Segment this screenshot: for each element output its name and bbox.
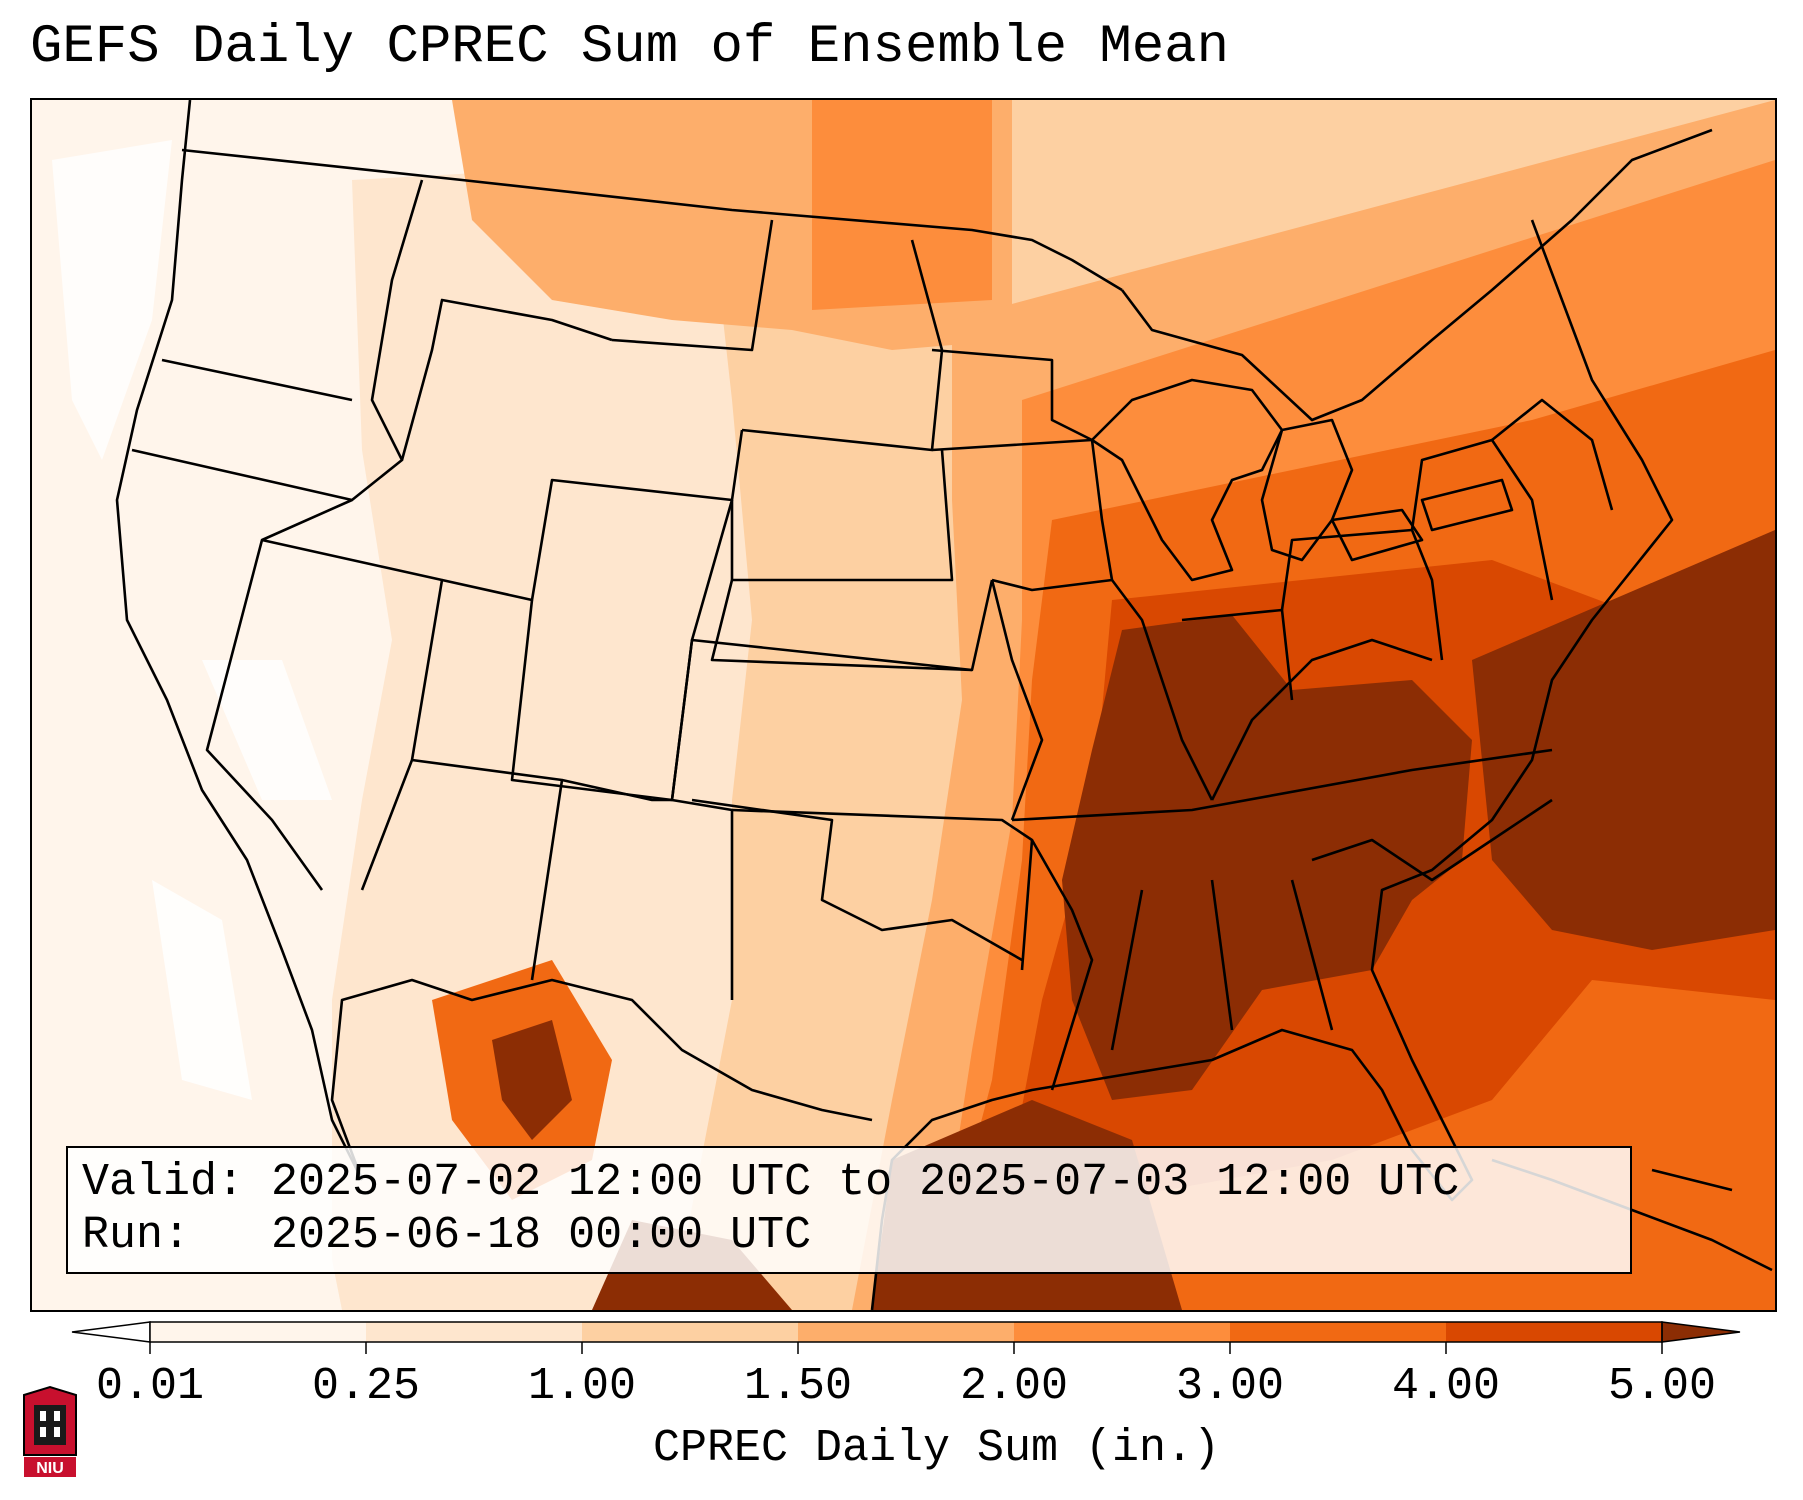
colorbar-swatches [71, 1321, 1741, 1354]
valid-label: Valid: [82, 1157, 245, 1208]
colorbar-over-extension [1661, 1321, 1741, 1343]
colorbar-label: CPREC Daily Sum (in.) [652, 1423, 1221, 1474]
run-row: Run: 2025-06-18 00:00 UTC [82, 1209, 1630, 1262]
colorbar-tick-label: 5.00 [1607, 1361, 1717, 1412]
colorbar-tick-label: 0.01 [95, 1361, 205, 1412]
colorbar-tick-label: 0.25 [311, 1361, 421, 1412]
map-borders [115, 100, 1773, 1310]
precip-shading [32, 100, 1775, 1310]
valid-row: Valid: 2025-07-02 12:00 UTC to 2025-07-0… [82, 1156, 1630, 1209]
colorbar-swatch [798, 1322, 1015, 1342]
valid-value: 2025-07-02 12:00 UTC to 2025-07-03 12:00… [271, 1157, 1460, 1208]
colorbar-tick-label: 3.00 [1175, 1361, 1285, 1412]
run-value: 2025-06-18 00:00 UTC [271, 1210, 812, 1261]
colorbar-tick-label: 1.00 [527, 1361, 637, 1412]
map-title: GEFS Daily CPREC Sum of Ensemble Mean [30, 17, 1229, 78]
logo-text: NIU [36, 1460, 64, 1477]
colorbar-tick-label: 4.00 [1391, 1361, 1501, 1412]
colorbar-under-extension [71, 1321, 151, 1343]
colorbar-swatch [1446, 1322, 1663, 1342]
colorbar-outline [149, 1321, 1663, 1343]
colorbar-swatch [1014, 1322, 1231, 1342]
colorbar-swatch [1230, 1322, 1447, 1342]
colorbar-tick-labels: 0.01 0.25 1.00 1.50 2.00 3.00 4.00 5.00 [0, 1362, 1803, 1412]
colorbar-swatch [366, 1322, 583, 1342]
niu-logo: NIU [23, 1385, 77, 1477]
colorbar-swatch [150, 1322, 367, 1342]
validity-info-box: Valid: 2025-07-02 12:00 UTC to 2025-07-0… [66, 1146, 1632, 1274]
colorbar-tick-label: 1.50 [743, 1361, 853, 1412]
colorbar-swatch [582, 1322, 799, 1342]
precipitation-map [32, 100, 1775, 1310]
run-label: Run: [82, 1210, 191, 1261]
colorbar-tick-label: 2.00 [959, 1361, 1069, 1412]
colorbar [0, 1312, 1803, 1382]
map-panel [30, 98, 1777, 1312]
